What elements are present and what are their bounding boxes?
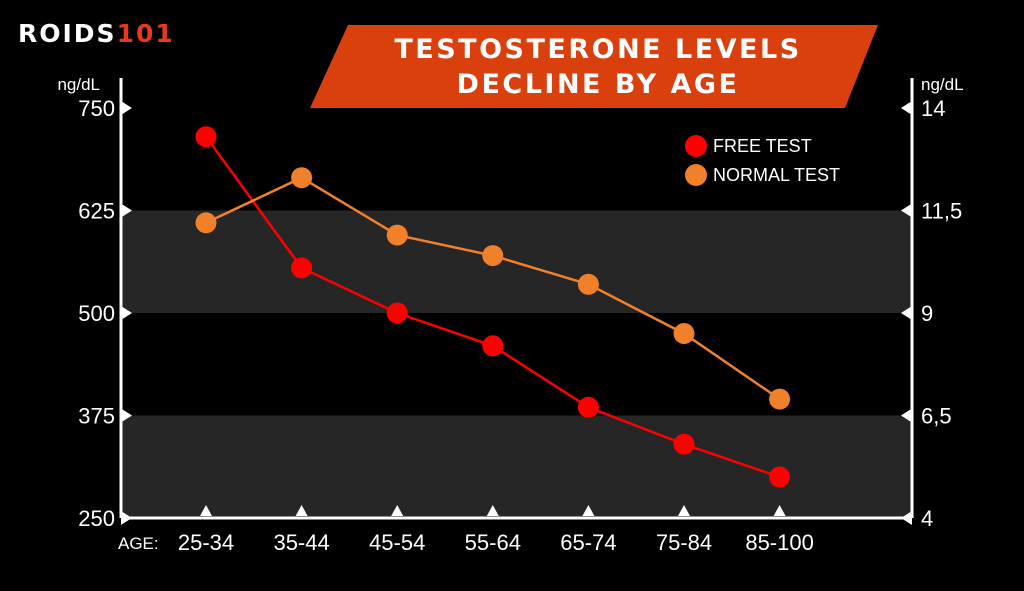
brand-logo: ROIDS101: [18, 19, 175, 48]
left-tick-mark: [121, 101, 132, 115]
brand-name-part2: 101: [117, 19, 175, 48]
right-tick-mark: [901, 306, 912, 320]
data-point-normal-test: [673, 323, 695, 344]
data-point-normal-test: [386, 224, 408, 246]
x-tick-mark: [295, 505, 308, 516]
data-point-normal-test: [577, 273, 599, 295]
x-tick-mark: [773, 505, 786, 516]
right-tick-label: 9: [921, 301, 933, 326]
right-tick-mark: [901, 408, 912, 423]
right-tick-label: 11,5: [921, 199, 962, 224]
left-tick-mark: [121, 408, 132, 423]
x-tick-label: 75-84: [656, 530, 712, 555]
legend-marker-normal-test: [685, 164, 707, 186]
left-tick-label: 500: [78, 301, 115, 326]
data-point-normal-test: [482, 245, 504, 267]
x-tick-mark: [486, 505, 499, 516]
data-point-normal-test: [769, 388, 791, 410]
right-tick-mark: [901, 203, 912, 218]
x-tick-label: 55-64: [465, 530, 521, 555]
data-point-free-test: [195, 126, 217, 148]
left-tick-label: 750: [78, 96, 115, 121]
data-point-free-test: [673, 433, 695, 455]
x-axis-label: AGE:: [118, 534, 159, 553]
left-tick-label: 250: [78, 506, 115, 531]
left-tick-mark: [121, 203, 132, 218]
data-point-free-test: [769, 466, 791, 488]
title-banner: [310, 25, 878, 108]
data-point-free-test: [291, 257, 313, 279]
x-tick-label: 85-100: [745, 530, 814, 555]
right-tick-mark: [901, 511, 912, 525]
background-band-1: [121, 415, 912, 518]
right-axis-unit: ng/dL: [921, 75, 964, 94]
x-tick-mark: [678, 505, 690, 516]
data-point-normal-test: [291, 167, 313, 189]
series-lines: [195, 126, 791, 488]
background-bands: [121, 210, 912, 518]
left-tick-label: 625: [78, 199, 115, 224]
legend-marker-free-test: [685, 135, 707, 157]
right-tick-mark: [901, 101, 912, 115]
data-point-normal-test: [195, 212, 217, 234]
left-axis-ticks: 750 625 500 375 250: [78, 96, 132, 531]
x-tick-label: 35-44: [273, 530, 329, 555]
legend-label-normal-test: NORMAL TEST: [713, 165, 840, 185]
left-tick-label: 375: [78, 404, 115, 429]
x-tick-label: 25-34: [178, 530, 234, 555]
x-tick-label: 65-74: [560, 530, 616, 555]
chart-title-line1: TESTOSTERONE LEVELS: [394, 34, 801, 65]
right-tick-label: 4: [921, 506, 933, 531]
x-axis-ticks: 25-34 35-44 45-54 55-64 65-74 75-84 85-100: [178, 505, 814, 555]
right-axis-ticks: 14 11,5 9 6,5 4: [901, 96, 962, 531]
left-tick-mark: [121, 511, 132, 525]
x-tick-label: 45-54: [369, 530, 425, 555]
data-point-free-test: [386, 302, 408, 324]
left-tick-mark: [121, 306, 132, 320]
data-point-free-test: [482, 335, 504, 357]
right-tick-label: 6,5: [921, 404, 952, 429]
brand-name-part1: ROIDS: [18, 19, 117, 48]
chart-title-line2: DECLINE BY AGE: [457, 69, 740, 100]
x-tick-mark: [582, 505, 595, 516]
data-point-free-test: [577, 396, 599, 418]
x-tick-mark: [200, 505, 212, 516]
legend: FREE TEST NORMAL TEST: [685, 135, 840, 186]
left-axis-unit: ng/dL: [57, 75, 100, 94]
x-tick-mark: [391, 505, 404, 516]
legend-label-free-test: FREE TEST: [713, 136, 812, 156]
right-tick-label: 14: [921, 96, 945, 121]
